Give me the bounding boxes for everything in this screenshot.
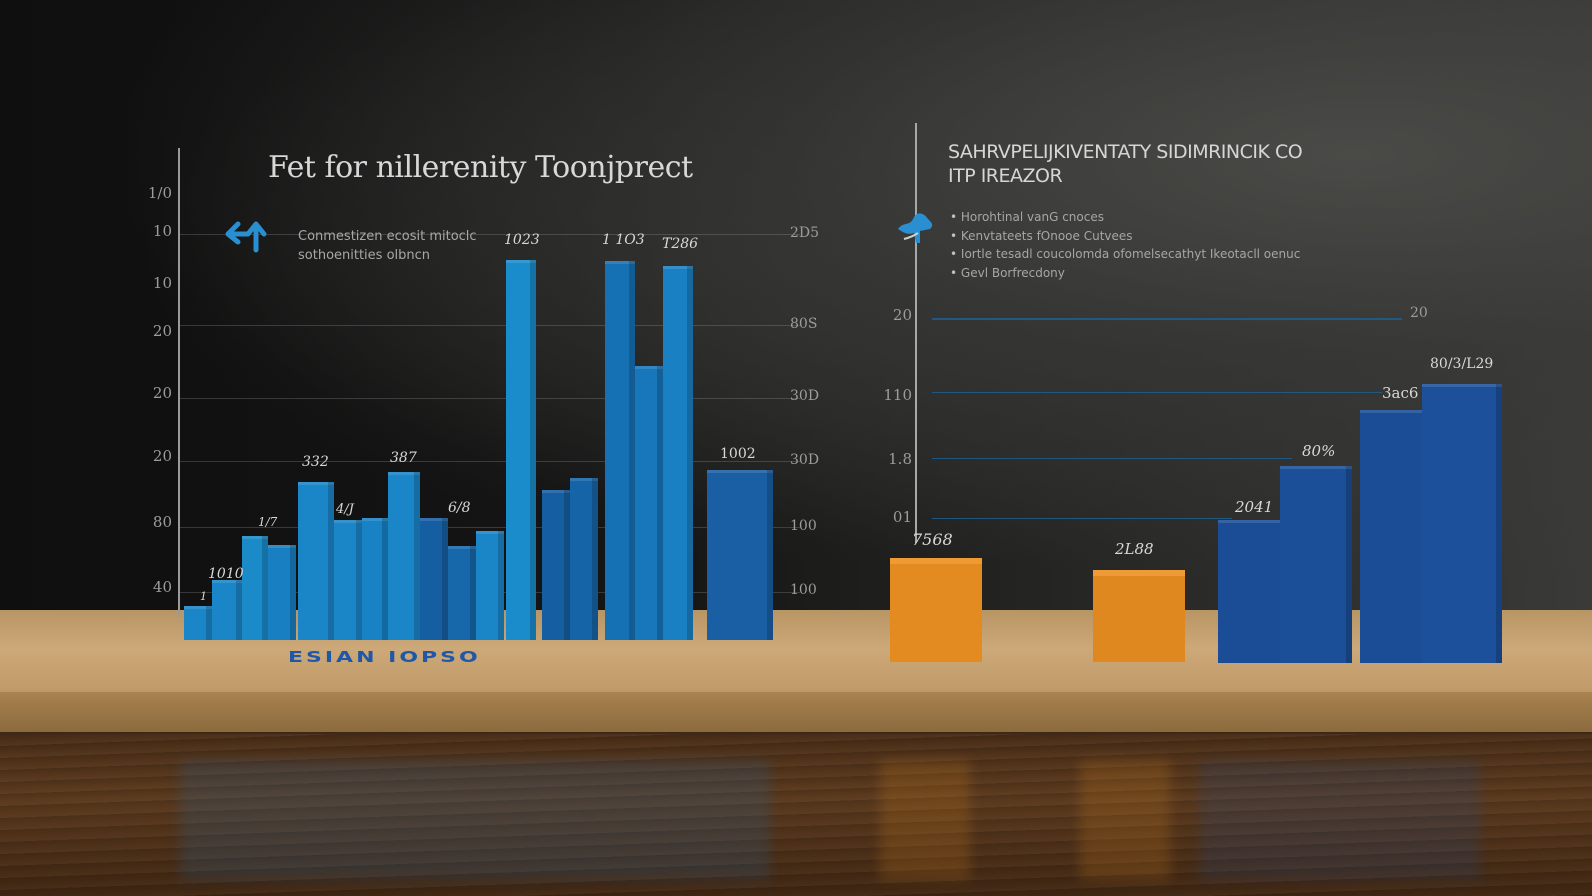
- title-line: SAHRVPELIJKIVENTATY SIDIMRINCIK CO: [948, 141, 1303, 163]
- legend-item: Iortle tesadl coucolomda ofomelsecathyt …: [950, 245, 1300, 264]
- bar: [635, 366, 663, 640]
- gridline: [932, 392, 1382, 393]
- bar-label: 1002: [720, 446, 756, 462]
- bar-label: 1 1O3: [602, 232, 645, 248]
- y-tick-right: 30D: [790, 388, 820, 404]
- gridline: [180, 461, 800, 462]
- bird-icon: [898, 213, 933, 243]
- bar-label: 1: [200, 590, 207, 603]
- bar: [570, 478, 598, 640]
- y-tick: 20: [152, 322, 172, 340]
- bar: [707, 470, 773, 640]
- orange-bar: [1093, 570, 1185, 662]
- y-tick: 10: [152, 222, 172, 240]
- gridline: [180, 234, 800, 235]
- bar: [212, 580, 242, 640]
- bar: [605, 261, 635, 640]
- bar-label: 332: [302, 454, 329, 470]
- y-tick-right: 30D: [790, 452, 820, 468]
- y-tick-right: 100: [790, 582, 817, 598]
- shelf-label: ESIAN IOPSO: [288, 648, 481, 667]
- title-line: ITP IREAZOR: [948, 165, 1063, 187]
- legend-bullets: Horohtinal vanG cnoces Kenvtateets fOnoo…: [950, 208, 1300, 282]
- bar: [184, 606, 212, 640]
- y-tick-right: 80S: [790, 316, 818, 332]
- right-y-axis: [915, 123, 917, 543]
- y-tick: 1.8: [888, 450, 912, 468]
- gridline: [180, 325, 800, 326]
- legend-item: Horohtinal vanG cnoces: [950, 208, 1300, 227]
- bar: [420, 518, 448, 640]
- bar: [242, 536, 268, 640]
- bar-label: 7568: [912, 530, 953, 549]
- legend-item: Kenvtateets fOnooe Cutvees: [950, 227, 1300, 246]
- y-tick-right: 100: [790, 518, 817, 534]
- bar: [268, 545, 296, 640]
- gridline: [180, 398, 800, 399]
- gridline: [932, 518, 1232, 519]
- y-tick: 20: [152, 447, 172, 465]
- y-tick-right: 2D5: [790, 225, 820, 241]
- bar-reflection: [1080, 760, 1170, 880]
- bar-label: 3ac6: [1382, 384, 1419, 402]
- chart-title: Fet for nillerenity Toonjprect: [268, 150, 693, 185]
- legend-item: Gevl Borfrecdony: [950, 264, 1300, 283]
- bar-label: 6/8: [448, 500, 471, 516]
- orange-bar: [890, 558, 982, 662]
- y-tick: 20: [152, 384, 172, 402]
- bar-label: 80/3/L29: [1430, 356, 1494, 372]
- bar-label: 80%: [1302, 442, 1336, 460]
- bar-label: 2041: [1235, 498, 1274, 516]
- bar-label: 1023: [504, 232, 540, 248]
- bar: [298, 482, 334, 640]
- gridline: [932, 458, 1292, 459]
- bar: [448, 546, 476, 640]
- y-tick-right: 20: [1410, 305, 1428, 321]
- bar-reflection: [880, 760, 970, 880]
- navy-bar: [1422, 384, 1502, 663]
- gridline: [180, 527, 800, 528]
- bar-label: T286: [662, 236, 699, 252]
- bar: [388, 472, 420, 640]
- y-tick: 40: [152, 578, 172, 596]
- legend-text: Conmestizen ecosit mitoclc sothoenitties…: [298, 227, 477, 265]
- bar-reflection: [1200, 760, 1480, 880]
- y-tick: 01: [892, 508, 912, 526]
- bar: [362, 518, 388, 640]
- y-tick: 110: [883, 386, 912, 404]
- arrow-turn-icon: [225, 221, 267, 253]
- bar: [334, 520, 362, 640]
- bar-label: 1/7: [258, 515, 278, 529]
- wooden-shelf-edge: [0, 692, 1592, 734]
- y-tick: 80: [152, 513, 172, 531]
- bar-label: 2L88: [1115, 540, 1154, 558]
- bar-label: 4/J: [336, 502, 354, 517]
- bar: [542, 490, 570, 640]
- legend-line: sothoenitties olbncn: [298, 248, 431, 263]
- bar: [476, 531, 504, 640]
- gridline: [932, 318, 1402, 320]
- bar-label: 387: [390, 450, 417, 466]
- y-tick: 10: [152, 274, 172, 292]
- y-tick: 1/0: [147, 184, 172, 202]
- wooden-table: [0, 734, 1592, 896]
- bar: [663, 266, 693, 640]
- navy-bar: [1280, 466, 1352, 663]
- legend-line: Conmestizen ecosit mitoclc: [298, 229, 477, 244]
- chart-title: SAHRVPELIJKIVENTATY SIDIMRINCIK CO ITP I…: [948, 140, 1303, 188]
- bar-label: 1010: [208, 566, 244, 582]
- left-y-axis: [178, 148, 180, 618]
- bar: [506, 260, 536, 640]
- bar-reflection: [180, 760, 770, 880]
- y-tick: 20: [892, 306, 912, 324]
